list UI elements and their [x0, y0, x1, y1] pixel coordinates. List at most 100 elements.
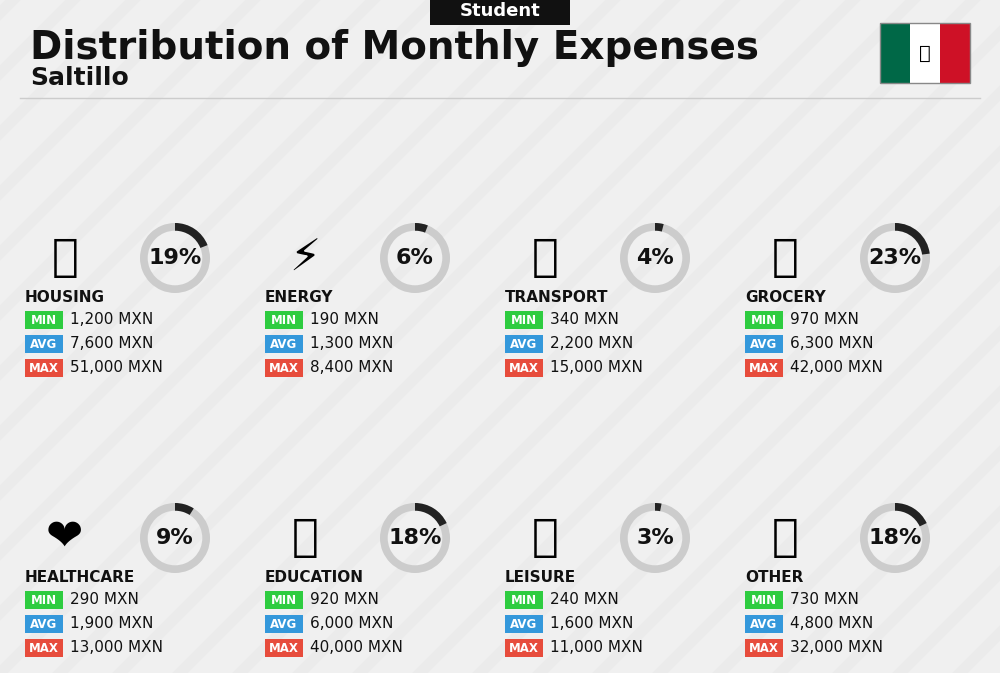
Text: 🎓: 🎓 [292, 516, 318, 559]
Wedge shape [620, 503, 690, 573]
FancyBboxPatch shape [745, 359, 783, 377]
FancyBboxPatch shape [25, 615, 63, 633]
Text: 1,300 MXN: 1,300 MXN [310, 336, 393, 351]
FancyBboxPatch shape [745, 311, 783, 329]
Text: 7,600 MXN: 7,600 MXN [70, 336, 153, 351]
Wedge shape [380, 503, 450, 573]
Wedge shape [655, 223, 664, 232]
Wedge shape [140, 503, 210, 573]
FancyBboxPatch shape [505, 359, 543, 377]
Text: 2,200 MXN: 2,200 MXN [550, 336, 633, 351]
Wedge shape [415, 223, 428, 233]
Text: 340 MXN: 340 MXN [550, 312, 619, 328]
Text: Saltillo: Saltillo [30, 66, 129, 90]
Text: MIN: MIN [511, 314, 537, 326]
Text: OTHER: OTHER [745, 571, 803, 586]
Text: 6,000 MXN: 6,000 MXN [310, 616, 393, 631]
FancyBboxPatch shape [505, 615, 543, 633]
Text: MIN: MIN [271, 594, 297, 606]
Text: 190 MXN: 190 MXN [310, 312, 379, 328]
Text: HEALTHCARE: HEALTHCARE [25, 571, 135, 586]
Text: 11,000 MXN: 11,000 MXN [550, 641, 643, 656]
Text: AVG: AVG [510, 337, 538, 351]
Text: 970 MXN: 970 MXN [790, 312, 859, 328]
Wedge shape [655, 503, 662, 511]
Text: 40,000 MXN: 40,000 MXN [310, 641, 403, 656]
FancyBboxPatch shape [430, 0, 570, 25]
FancyBboxPatch shape [265, 359, 303, 377]
Text: MAX: MAX [29, 361, 59, 374]
Text: Student: Student [460, 2, 540, 20]
Text: 920 MXN: 920 MXN [310, 592, 379, 608]
Text: 4%: 4% [636, 248, 674, 268]
Text: MAX: MAX [509, 641, 539, 655]
Text: 4,800 MXN: 4,800 MXN [790, 616, 873, 631]
Text: MIN: MIN [31, 594, 57, 606]
Text: AVG: AVG [510, 618, 538, 631]
FancyBboxPatch shape [745, 335, 783, 353]
Wedge shape [415, 503, 447, 526]
Text: 18%: 18% [388, 528, 442, 548]
Text: 290 MXN: 290 MXN [70, 592, 139, 608]
Text: 💰: 💰 [772, 516, 798, 559]
Text: 51,000 MXN: 51,000 MXN [70, 361, 163, 376]
FancyBboxPatch shape [505, 639, 543, 657]
Text: TRANSPORT: TRANSPORT [505, 291, 608, 306]
Text: 42,000 MXN: 42,000 MXN [790, 361, 883, 376]
Text: 🛒: 🛒 [772, 236, 798, 279]
Text: 240 MXN: 240 MXN [550, 592, 619, 608]
Text: MAX: MAX [509, 361, 539, 374]
Text: 6%: 6% [396, 248, 434, 268]
FancyBboxPatch shape [265, 615, 303, 633]
Text: MIN: MIN [751, 314, 777, 326]
FancyBboxPatch shape [745, 639, 783, 657]
Text: AVG: AVG [30, 618, 58, 631]
Text: MIN: MIN [511, 594, 537, 606]
Text: 13,000 MXN: 13,000 MXN [70, 641, 163, 656]
FancyBboxPatch shape [265, 311, 303, 329]
Text: HOUSING: HOUSING [25, 291, 105, 306]
Text: MAX: MAX [29, 641, 59, 655]
FancyBboxPatch shape [745, 615, 783, 633]
FancyBboxPatch shape [265, 591, 303, 609]
Text: 18%: 18% [868, 528, 922, 548]
Wedge shape [895, 223, 930, 254]
Wedge shape [175, 223, 208, 248]
Text: ❤️: ❤️ [46, 516, 84, 559]
Text: 3%: 3% [636, 528, 674, 548]
Text: MIN: MIN [751, 594, 777, 606]
Text: 🏢: 🏢 [52, 236, 78, 279]
FancyBboxPatch shape [25, 359, 63, 377]
Text: AVG: AVG [750, 337, 778, 351]
FancyBboxPatch shape [25, 639, 63, 657]
FancyBboxPatch shape [505, 311, 543, 329]
Wedge shape [860, 503, 930, 573]
Text: MIN: MIN [271, 314, 297, 326]
Text: 1,900 MXN: 1,900 MXN [70, 616, 153, 631]
Text: ⚡: ⚡ [289, 236, 321, 279]
FancyBboxPatch shape [25, 335, 63, 353]
Text: 1,600 MXN: 1,600 MXN [550, 616, 633, 631]
Text: MIN: MIN [31, 314, 57, 326]
Text: MAX: MAX [269, 641, 299, 655]
Text: MAX: MAX [269, 361, 299, 374]
FancyBboxPatch shape [265, 639, 303, 657]
Text: LEISURE: LEISURE [505, 571, 576, 586]
Text: 6,300 MXN: 6,300 MXN [790, 336, 874, 351]
Wedge shape [140, 223, 210, 293]
Text: MAX: MAX [749, 361, 779, 374]
Text: 🛍️: 🛍️ [532, 516, 558, 559]
Text: AVG: AVG [30, 337, 58, 351]
Text: EDUCATION: EDUCATION [265, 571, 364, 586]
Wedge shape [175, 503, 194, 515]
FancyBboxPatch shape [25, 311, 63, 329]
Text: ENERGY: ENERGY [265, 291, 334, 306]
Text: 15,000 MXN: 15,000 MXN [550, 361, 643, 376]
FancyBboxPatch shape [880, 23, 910, 83]
Text: 32,000 MXN: 32,000 MXN [790, 641, 883, 656]
Text: GROCERY: GROCERY [745, 291, 826, 306]
Wedge shape [895, 503, 927, 526]
Text: AVG: AVG [270, 337, 298, 351]
Wedge shape [860, 223, 930, 293]
Text: 9%: 9% [156, 528, 194, 548]
